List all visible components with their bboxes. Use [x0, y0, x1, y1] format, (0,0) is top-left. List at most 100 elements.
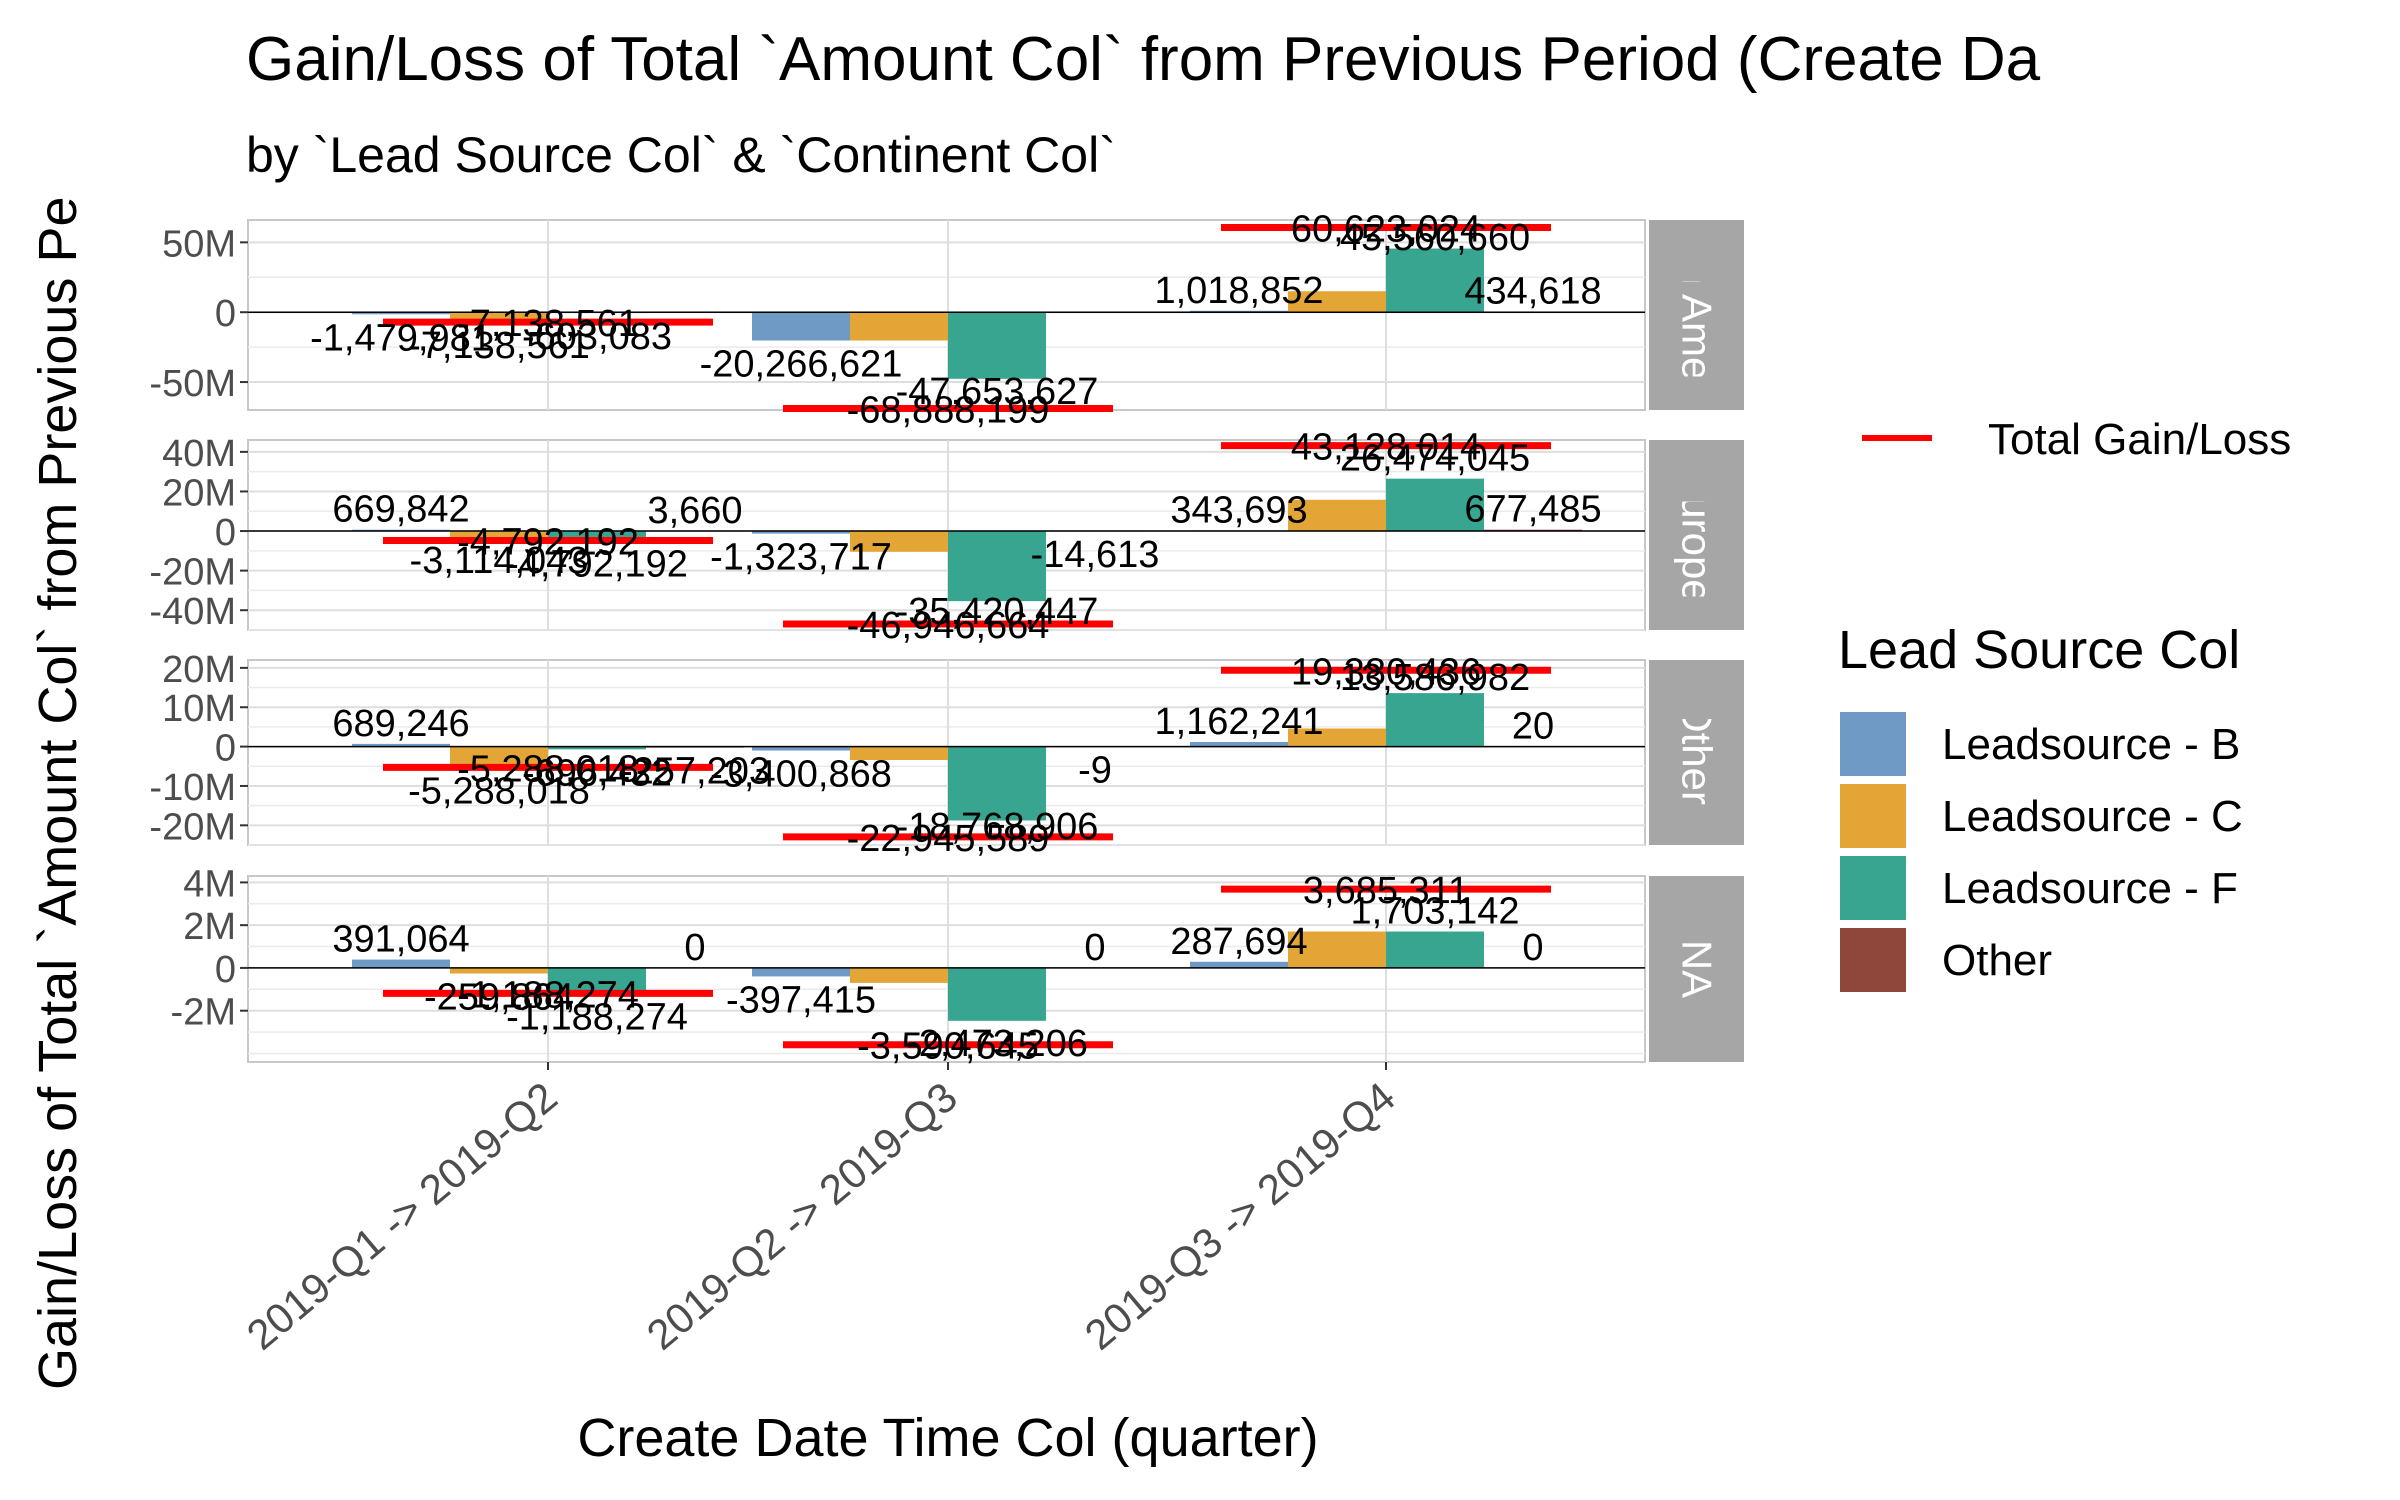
bar — [752, 312, 850, 341]
x-tick-label: 2019-Q2 -> 2019-Q3 — [638, 1073, 966, 1359]
chart-subtitle: by `Lead Source Col` & `Continent Col` — [246, 127, 1116, 183]
y-tick-label: -2M — [171, 992, 236, 1034]
bar-value-label: 677,485 — [1464, 489, 1601, 531]
facet-strip — [1649, 660, 1744, 845]
y-tick-label: 0 — [215, 293, 236, 335]
bar — [752, 531, 850, 534]
total-label: 19,380,436 — [1291, 651, 1481, 693]
legend-item-label: Leadsource - B — [1942, 720, 2240, 769]
bar-value-label: -3,400,868 — [710, 754, 892, 796]
legend-item-label: Leadsource - F — [1942, 864, 2238, 913]
bar — [850, 312, 948, 341]
bar — [1288, 499, 1386, 532]
bar — [352, 959, 450, 968]
bar-value-label: -259,864 — [424, 976, 574, 1018]
facet-panels: 50M 0 -50M -7,138,561 -68,888,199 60,623,024 -… — [149, 182, 1744, 1068]
facet-strip-label: Europe — [1674, 467, 1721, 602]
total-label: -7,138,561 — [457, 303, 639, 345]
total-label: -4,792,192 — [457, 522, 639, 564]
bar — [450, 967, 548, 974]
bar-value-label: 1,018,852 — [1154, 270, 1323, 312]
legend-swatch — [1840, 928, 1906, 992]
bar — [752, 967, 850, 977]
bar — [948, 746, 1046, 821]
bar-value-label: -14,613 — [1031, 534, 1160, 576]
x-axis-ticks: 2019-Q1 -> 2019-Q2 2019-Q2 -> 2019-Q3 2019… — [238, 1062, 1404, 1359]
facet-strip — [1649, 220, 1744, 410]
bar-value-label: 391,064 — [332, 919, 469, 961]
facet-strip — [1649, 876, 1744, 1062]
legend-swatch — [1840, 712, 1906, 776]
bar — [1386, 478, 1484, 532]
bar — [450, 531, 548, 538]
bar — [352, 743, 450, 747]
total-label: -3,590,645 — [857, 1026, 1039, 1068]
y-tick-label: 0 — [215, 512, 236, 554]
y-tick-label: 0 — [215, 728, 236, 770]
facet-strip-label: North America — [1674, 182, 1721, 449]
y-tick-label: -50M — [149, 363, 236, 405]
bar-value-label: 20 — [1512, 706, 1554, 748]
x-axis-label: Create Date Time Col (quarter) — [577, 1408, 1318, 1468]
bar — [850, 531, 948, 552]
bar-value-label: 689,246 — [332, 703, 469, 745]
bar-value-label: 343,693 — [1170, 489, 1307, 531]
bar — [850, 746, 948, 760]
bar-value-label: -603,083 — [522, 316, 672, 358]
legend-total-line-label: Total Gain/Loss — [1988, 415, 2291, 464]
total-label: -1,188,274 — [457, 974, 639, 1016]
bar — [948, 531, 1046, 602]
bar-value-label: -397,415 — [726, 979, 876, 1021]
bar-value-label: -4,792,192 — [506, 544, 688, 586]
y-tick-label: -40M — [149, 591, 236, 633]
bar-value-label: 13,586,982 — [1340, 657, 1530, 699]
y-tick-label: -20M — [149, 552, 236, 594]
y-tick-label: 50M — [162, 223, 236, 265]
bar-value-label: 1,162,241 — [1154, 701, 1323, 743]
bar — [948, 967, 1046, 1021]
y-axis-label: Gain/Loss of Total `Amount Col` from Pre… — [28, 196, 88, 1390]
facet-panel: 50M 0 -50M -7,138,561 -68,888,199 60,623,024 -… — [149, 182, 1744, 449]
bar-value-label: 26,474,045 — [1340, 438, 1530, 480]
bar — [450, 746, 548, 768]
total-label: -68,888,199 — [847, 389, 1050, 431]
y-tick-label: 4M — [183, 863, 236, 905]
bar-value-label: -1,323,717 — [710, 537, 892, 579]
x-tick-label: 2019-Q3 -> 2019-Q4 — [1076, 1073, 1404, 1359]
bar-value-label: -20,266,621 — [700, 344, 903, 386]
total-label: -22,945,589 — [847, 818, 1050, 860]
y-tick-label: 10M — [162, 688, 236, 730]
bar — [1386, 931, 1484, 968]
bar — [1288, 728, 1386, 747]
bar-value-label: 3,660 — [647, 490, 742, 532]
total-label: 3,685,311 — [1303, 870, 1469, 912]
bar-value-label: 0 — [1084, 927, 1105, 969]
bar — [850, 967, 948, 983]
legend-items: Leadsource - B Leadsource - C Leadsource -… — [1840, 712, 2243, 992]
legend-title: Lead Source Col — [1838, 620, 2240, 680]
bar-value-label: 0 — [684, 927, 705, 969]
bar — [1190, 961, 1288, 968]
bar-value-label: 669,842 — [332, 489, 469, 531]
legend: Total Gain/Loss Lead Source Col Leadsour… — [1838, 415, 2291, 992]
bar-value-label: -47,653,627 — [896, 371, 1099, 413]
bar-value-label: 1,703,142 — [1350, 891, 1519, 933]
bar-value-label: -35,420,447 — [896, 591, 1099, 633]
y-tick-label: 20M — [162, 649, 236, 691]
y-tick-label: 0 — [215, 949, 236, 991]
total-label: 60,623,024 — [1291, 209, 1481, 251]
bar-value-label: -3,114,043 — [410, 540, 589, 582]
x-tick-label: 2019-Q1 -> 2019-Q2 — [238, 1073, 566, 1359]
bar-value-label: -5,288,018 — [408, 770, 590, 812]
legend-swatch — [1840, 784, 1906, 848]
bar — [352, 312, 450, 315]
bar — [1386, 693, 1484, 747]
bar — [548, 531, 646, 541]
bar — [948, 312, 1046, 379]
bar-value-label: -18,768,906 — [896, 806, 1099, 848]
total-label: -46,946,664 — [847, 605, 1050, 647]
bar-value-label: -1,479,981 — [310, 317, 492, 359]
